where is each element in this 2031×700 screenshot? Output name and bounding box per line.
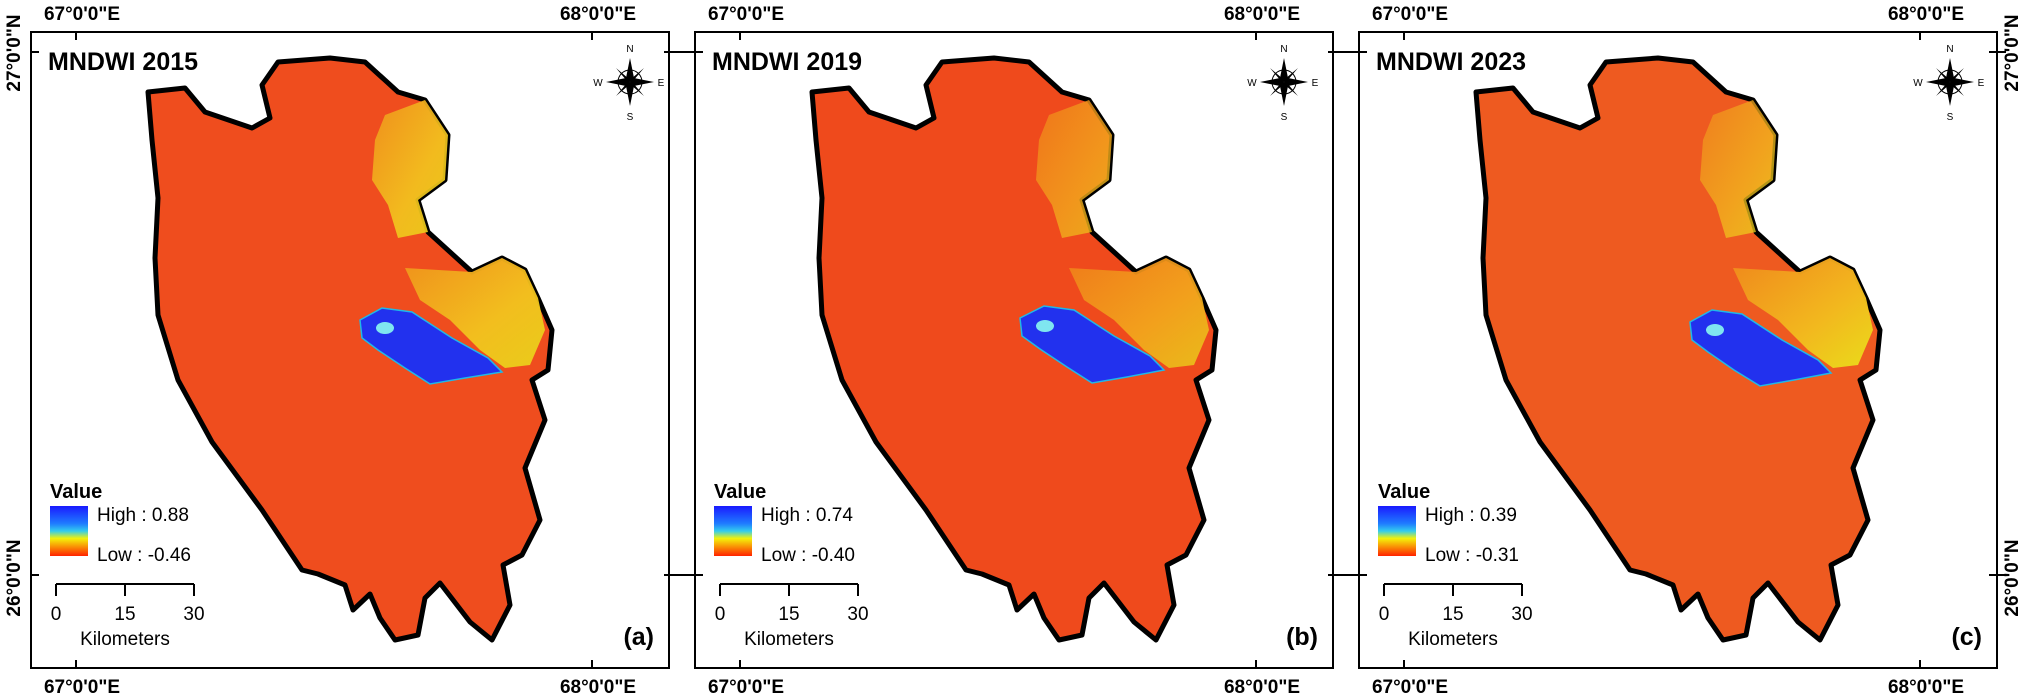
district-raster [1473, 55, 1883, 643]
lat-label-top: 27°0'0"N [4, 14, 25, 91]
scale-unit: Kilometers [1408, 629, 1498, 650]
legend-high: High : 0.88 [97, 505, 189, 526]
scale-tick-15: 15 [114, 604, 135, 625]
compass-s: S [1947, 112, 1954, 123]
scale-unit: Kilometers [744, 629, 834, 650]
scale-tick-30: 30 [847, 604, 868, 625]
district-raster [145, 55, 555, 643]
compass-w: W [1913, 78, 1923, 89]
lat-label-top-right: 27°0'0"N [2002, 14, 2023, 91]
compass-e: E [1978, 78, 1985, 89]
scale-bar [1383, 583, 1523, 596]
legend-low: Low : -0.40 [761, 545, 855, 566]
legend-color-ramp [714, 506, 752, 556]
compass-rose-icon [1260, 58, 1308, 106]
scale-tick-15: 15 [778, 604, 799, 625]
lon-label-right-bottom: 68°0'0"E [560, 677, 636, 698]
lon-label-left-bottom: 67°0'0"E [44, 677, 120, 698]
legend-high: High : 0.74 [761, 505, 853, 526]
scale-bar [719, 583, 859, 596]
lon-label-left-top: 67°0'0"E [708, 4, 784, 25]
compass-rose-icon [1926, 58, 1974, 106]
lon-label-right-top: 68°0'0"E [1224, 4, 1300, 25]
scale-tick-30: 30 [183, 604, 204, 625]
scale-tick-0: 0 [1379, 604, 1390, 625]
compass-e: E [1312, 78, 1319, 89]
scale-tick-0: 0 [51, 604, 62, 625]
lon-label-right-bottom: 68°0'0"E [1224, 677, 1300, 698]
panel-label: (c) [1951, 623, 1982, 651]
scale-bar [55, 583, 195, 596]
lon-label-right-top: 68°0'0"E [1888, 4, 1964, 25]
map-title: MNDWI 2019 [712, 48, 862, 76]
lon-label-left-top: 67°0'0"E [1372, 4, 1448, 25]
lon-label-right-bottom: 68°0'0"E [1888, 677, 1964, 698]
compass-n: N [1946, 44, 1953, 55]
scale-tick-15: 15 [1442, 604, 1463, 625]
compass-n: N [1280, 44, 1287, 55]
map-title: MNDWI 2015 [48, 48, 198, 76]
legend-title: Value [1378, 481, 1430, 503]
map-panel-b: 67°0'0"E 68°0'0"E 67°0'0"E 68°0'0"E MNDW… [664, 0, 1340, 700]
legend-title: Value [50, 481, 102, 503]
legend-title: Value [714, 481, 766, 503]
compass-s: S [1281, 112, 1288, 123]
scale-unit: Kilometers [80, 629, 170, 650]
lat-label-bottom: 26°0'0"N [4, 539, 25, 616]
panel-label: (a) [623, 623, 654, 651]
map-title: MNDWI 2023 [1376, 48, 1526, 76]
compass-rose-icon [606, 58, 654, 106]
scale-tick-30: 30 [1511, 604, 1532, 625]
lon-label-left-top: 67°0'0"E [44, 4, 120, 25]
lon-label-left-bottom: 67°0'0"E [708, 677, 784, 698]
scale-tick-0: 0 [715, 604, 726, 625]
panel-label: (b) [1286, 623, 1318, 651]
legend-color-ramp [1378, 506, 1416, 556]
lon-label-right-top: 68°0'0"E [560, 4, 636, 25]
compass-s: S [627, 112, 634, 123]
compass-n: N [626, 44, 633, 55]
map-panel-a: 67°0'0"E 68°0'0"E 67°0'0"E 68°0'0"E 27°0… [0, 0, 676, 700]
compass-w: W [593, 78, 603, 89]
legend-high: High : 0.39 [1425, 505, 1517, 526]
legend-low: Low : -0.46 [97, 545, 191, 566]
district-raster [809, 55, 1219, 643]
legend-color-ramp [50, 506, 88, 556]
lon-label-left-bottom: 67°0'0"E [1372, 677, 1448, 698]
compass-w: W [1247, 78, 1257, 89]
legend-low: Low : -0.31 [1425, 545, 1519, 566]
lat-label-bottom-right: 26°0'0"N [2002, 539, 2023, 616]
map-panel-c: 67°0'0"E 68°0'0"E 67°0'0"E 68°0'0"E 27°0… [1328, 0, 2023, 700]
compass-e: E [658, 78, 665, 89]
